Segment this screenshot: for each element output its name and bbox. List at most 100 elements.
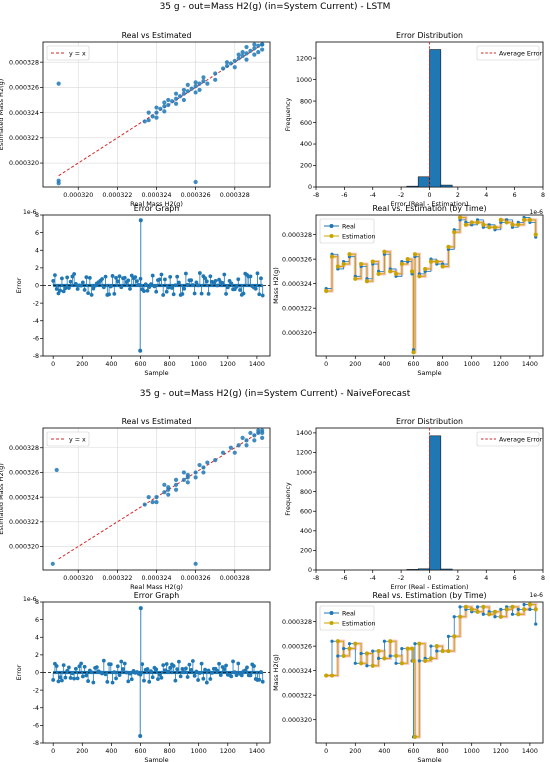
error-marker bbox=[183, 271, 188, 276]
error-marker bbox=[204, 279, 209, 284]
error-marker bbox=[190, 283, 195, 287]
error-marker bbox=[107, 292, 111, 297]
error-marker bbox=[173, 678, 178, 683]
y-tick-label: -8 bbox=[33, 740, 39, 747]
y-tick-label: 1200 bbox=[296, 450, 312, 457]
real-point bbox=[342, 646, 346, 651]
scatter-point bbox=[193, 90, 198, 95]
scatter-point bbox=[56, 178, 61, 183]
x-axis-label: Sample bbox=[144, 756, 168, 762]
y-axis-label: Frequency bbox=[284, 98, 292, 132]
x-tick-label: -6 bbox=[341, 192, 347, 199]
estimation-point bbox=[370, 259, 375, 264]
x-tick-label: -4 bbox=[370, 575, 376, 582]
y-tick-label: 0 bbox=[308, 567, 312, 574]
error-marker bbox=[159, 272, 164, 277]
y-tick-label: 0.000328 bbox=[9, 59, 39, 66]
estimation-point bbox=[353, 641, 358, 646]
scatter-point bbox=[197, 87, 202, 93]
real-point bbox=[336, 654, 340, 658]
error-marker bbox=[199, 661, 204, 666]
error-marker bbox=[218, 673, 223, 677]
estimation-point bbox=[440, 648, 445, 654]
error-marker bbox=[180, 292, 185, 296]
error-spike-marker bbox=[138, 348, 143, 353]
estimation-point bbox=[412, 252, 418, 257]
error-marker bbox=[183, 666, 188, 671]
x-axis-label: Error (Real - Estimation) bbox=[390, 200, 468, 208]
scatter-point bbox=[197, 462, 202, 468]
x-tick-label: 0 bbox=[51, 748, 55, 755]
error-marker bbox=[94, 665, 99, 670]
error-marker bbox=[145, 288, 150, 293]
scatter-point bbox=[224, 60, 230, 65]
error-marker bbox=[177, 280, 181, 285]
scatter-point bbox=[181, 87, 186, 93]
x-tick-label: -8 bbox=[313, 575, 319, 582]
scatter-point bbox=[162, 104, 167, 109]
figure-title: 35 g - out=Mass H2(g) (in=System Current… bbox=[160, 2, 391, 12]
scatter-point bbox=[236, 443, 241, 448]
error-marker bbox=[126, 679, 131, 684]
scatter-point bbox=[248, 48, 253, 53]
estimation-point bbox=[516, 222, 521, 227]
estimation-point bbox=[335, 639, 340, 644]
y-tick-label: 0.000324 bbox=[282, 281, 312, 288]
scatter-point bbox=[166, 97, 171, 103]
y-tick-label: 0 bbox=[35, 283, 39, 290]
error-marker bbox=[79, 661, 84, 666]
error-marker bbox=[63, 286, 68, 291]
error-marker bbox=[60, 276, 64, 281]
error-marker bbox=[82, 288, 87, 292]
legend-label: Average Error bbox=[499, 436, 543, 443]
legend-marker bbox=[329, 621, 334, 625]
legend-label: Average Error bbox=[499, 50, 543, 57]
y-tick-label: 0.000324 bbox=[282, 668, 312, 675]
panel-real-vs-estimation-time: 0 200 400 600 800 1000 1200 1400 0.000320 0.00032… bbox=[272, 204, 544, 377]
error-marker bbox=[157, 277, 162, 282]
scatter-point bbox=[248, 430, 253, 436]
y-tick-label: 0.000320 bbox=[9, 160, 39, 167]
scatter-point bbox=[166, 492, 171, 497]
error-marker bbox=[185, 282, 190, 287]
scatter-point bbox=[236, 52, 241, 57]
error-marker bbox=[253, 286, 258, 291]
y-axis-label: Mass H2(g) bbox=[272, 267, 280, 304]
scatter-point bbox=[240, 53, 245, 58]
real-point bbox=[452, 615, 456, 619]
estimation-point bbox=[457, 215, 463, 220]
y-tick-label: 0.000328 bbox=[282, 232, 312, 239]
estimation-point bbox=[428, 259, 434, 264]
error-marker bbox=[203, 276, 208, 281]
y-tick-label: -6 bbox=[33, 723, 39, 730]
estimation-point bbox=[463, 604, 468, 610]
estimation-point bbox=[463, 222, 468, 227]
estimation-point bbox=[475, 220, 480, 225]
error-marker bbox=[168, 665, 173, 670]
y-tick-label: 0 bbox=[308, 184, 312, 191]
y-tick-label: 0.000326 bbox=[9, 85, 39, 92]
error-marker bbox=[199, 291, 204, 296]
error-marker bbox=[164, 289, 169, 294]
scatter-point bbox=[224, 63, 230, 69]
panel-title: Error Distribution bbox=[396, 31, 463, 40]
y-tick-label: 800 bbox=[300, 489, 312, 496]
error-marker bbox=[178, 674, 183, 679]
scatter-point bbox=[54, 467, 59, 473]
error-marker bbox=[101, 285, 106, 290]
estimation-point bbox=[498, 614, 503, 619]
x-tick-label: 600 bbox=[134, 748, 146, 755]
scatter-point bbox=[205, 460, 210, 465]
scatter-point bbox=[193, 561, 198, 566]
error-marker bbox=[87, 276, 92, 280]
error-marker bbox=[197, 271, 202, 275]
scatter-point bbox=[193, 475, 198, 480]
error-marker bbox=[206, 291, 211, 296]
error-marker bbox=[70, 671, 75, 676]
y-tick-label: -2 bbox=[33, 687, 39, 694]
estimation-point bbox=[481, 604, 486, 610]
x-tick-label: 1400 bbox=[522, 748, 538, 755]
real-point bbox=[353, 661, 357, 665]
panel-real-vs-estimated: 0.000320 0.000322 0.000324 0.000326 0.000328… bbox=[0, 417, 271, 591]
y-axis-label: Estimated Mass H2(g) bbox=[0, 79, 5, 151]
